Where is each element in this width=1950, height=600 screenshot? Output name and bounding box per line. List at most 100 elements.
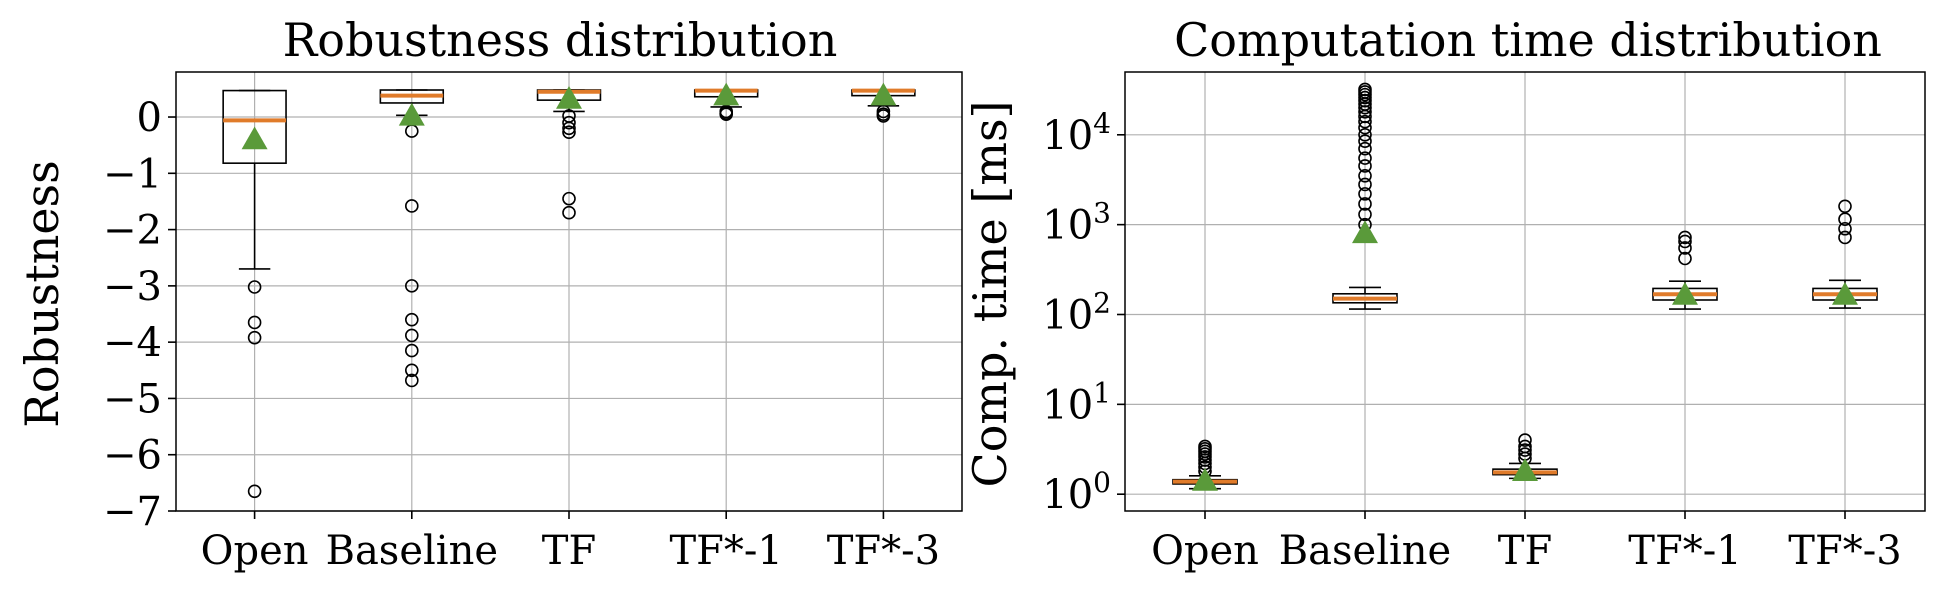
- outlier-point: [1838, 221, 1852, 236]
- mean-marker: [1832, 281, 1858, 305]
- outlier-point: [1838, 199, 1852, 214]
- x-tick-label: TF*-1: [1628, 528, 1741, 574]
- outlier-point: [247, 330, 262, 345]
- outlier-point: [1518, 439, 1532, 454]
- y-tick-label: 102: [1042, 286, 1111, 338]
- outlier-point: [1358, 100, 1372, 115]
- outlier-point: [404, 328, 419, 343]
- outlier-point: [247, 484, 262, 499]
- box-plot-tf-1: [693, 82, 759, 122]
- outlier-point: [1838, 212, 1852, 226]
- outlier-point: [562, 125, 576, 140]
- box-plot-tf: [536, 86, 602, 220]
- y-tick-label: −1: [103, 151, 162, 197]
- chart-title: Robustness distribution: [283, 13, 838, 67]
- outlier-point: [404, 279, 419, 293]
- outlier-point: [1358, 197, 1372, 211]
- mean-marker: [398, 102, 425, 126]
- computation-time-chart: Computation time distribution 1001011021…: [963, 13, 1926, 574]
- box-plot-baseline: [1332, 82, 1398, 310]
- outlier-point: [1678, 251, 1692, 266]
- y-axis-label: Robustness: [15, 160, 69, 428]
- outlier-point: [1678, 241, 1692, 255]
- mean-marker: [1512, 458, 1538, 482]
- boxes: [222, 82, 916, 499]
- boxes: [1172, 82, 1878, 491]
- iqr-box: [222, 89, 287, 164]
- mean-marker: [241, 126, 268, 150]
- box-plot-tf-3: [851, 82, 916, 123]
- ticks: 0 −1 −2 −3 −4 −5 −6 −7 Open Baseline TF TF*-1 TF*-3: [103, 95, 940, 574]
- ticks: 100 101 102 103 104 Open Baseline TF TF*-1 TF*-3: [1042, 107, 1901, 574]
- outlier-point: [876, 104, 891, 119]
- outlier-point: [1358, 187, 1372, 201]
- box-plot-tf-1: [1652, 230, 1718, 310]
- chart-title: Computation time distribution: [1174, 13, 1882, 67]
- x-tick-label: TF: [542, 528, 596, 574]
- y-axis-label: Comp. time [ms]: [963, 101, 1017, 488]
- y-tick-label: −4: [103, 320, 162, 366]
- outlier-point: [404, 373, 419, 388]
- mean-marker: [870, 82, 897, 106]
- outlier-point: [1358, 128, 1372, 142]
- mean-marker: [1192, 468, 1218, 491]
- grid: [176, 72, 962, 512]
- y-tick-label: 0: [137, 95, 162, 141]
- grid: [1125, 72, 1925, 511]
- box-plot-open: [1172, 439, 1238, 491]
- outlier-point: [1358, 82, 1372, 97]
- box-plot-open: [222, 89, 287, 499]
- robustness-chart: Robustness distribution 0 −1 −2 −3 −4 −5 −6 −7 O…: [15, 13, 963, 574]
- y-tick-label: 104: [1042, 107, 1111, 159]
- outlier-point: [1198, 439, 1212, 454]
- outlier-point: [404, 343, 419, 358]
- y-tick-label: −7: [103, 489, 162, 535]
- outlier-point: [1358, 159, 1372, 173]
- x-tick-label: TF*-1: [669, 528, 782, 574]
- outlier-point: [562, 191, 576, 206]
- outlier-point: [404, 363, 419, 378]
- y-tick-label: −6: [103, 433, 162, 479]
- outlier-point: [247, 280, 262, 294]
- x-tick-label: TF: [1498, 528, 1552, 574]
- x-tick-label: TF*-3: [827, 528, 940, 574]
- mean-marker: [556, 86, 582, 109]
- outlier-point: [1838, 230, 1852, 245]
- outlier-point: [1358, 177, 1372, 192]
- mean-marker: [713, 82, 740, 106]
- outlier-point: [562, 205, 576, 220]
- x-tick-label: Baseline: [326, 528, 498, 574]
- mean-marker: [1352, 220, 1378, 244]
- y-tick-label: 100: [1042, 466, 1111, 518]
- outlier-point: [1678, 230, 1692, 245]
- y-tick-label: −2: [103, 208, 162, 254]
- outlier-point: [404, 312, 419, 327]
- plot-frame: [1124, 71, 1926, 512]
- y-tick-label: 101: [1042, 376, 1111, 428]
- outlier-point: [1358, 114, 1372, 129]
- x-tick-label: Baseline: [1279, 528, 1451, 574]
- outlier-point: [562, 115, 576, 130]
- box-plot-baseline: [379, 89, 445, 388]
- x-tick-label: Open: [1151, 528, 1259, 574]
- outlier-point: [562, 121, 576, 136]
- x-tick-label: Open: [201, 528, 309, 574]
- outlier-point: [1358, 168, 1372, 183]
- box-plot-tf-3: [1812, 199, 1878, 309]
- outlier-point: [1358, 151, 1372, 165]
- y-tick-label: −5: [103, 376, 162, 422]
- mean-marker: [1672, 281, 1698, 305]
- outlier-point: [404, 199, 419, 213]
- y-tick-label: −3: [103, 264, 162, 310]
- outlier-point: [1358, 141, 1372, 156]
- outlier-point: [1518, 433, 1532, 447]
- outlier-point: [1678, 234, 1692, 249]
- y-tick-label: 103: [1042, 197, 1111, 249]
- outlier-point: [1358, 134, 1372, 148]
- x-tick-label: TF*-3: [1788, 528, 1901, 574]
- box-plot-tf: [1492, 433, 1558, 482]
- outlier-point: [719, 104, 734, 119]
- plot-frame: [175, 71, 963, 512]
- outlier-point: [247, 315, 262, 330]
